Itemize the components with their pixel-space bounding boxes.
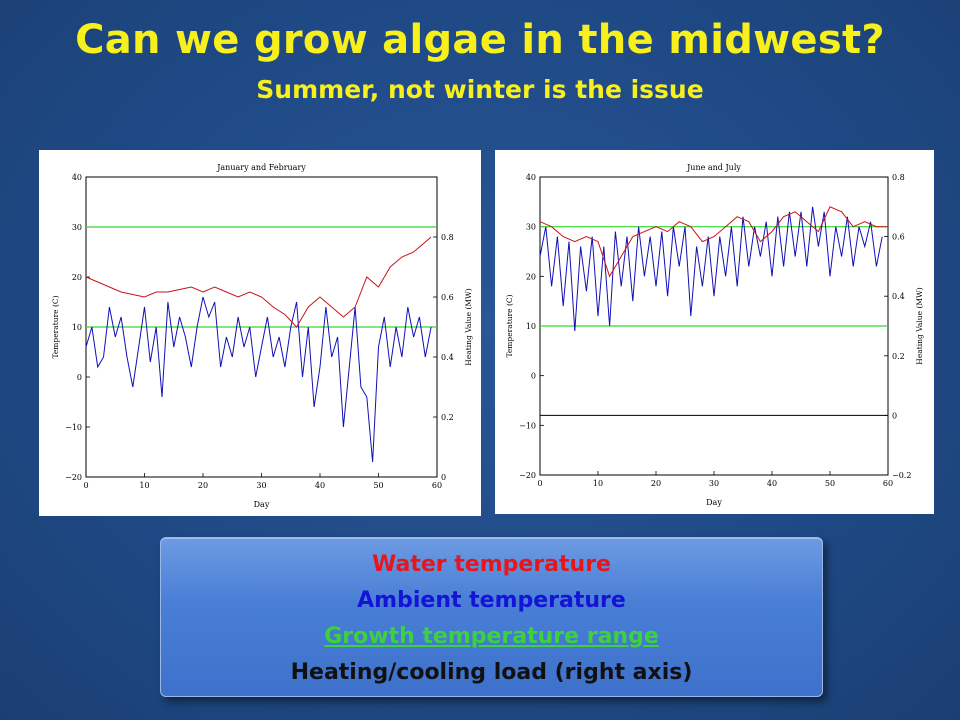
chart-right-title: June and July bbox=[686, 163, 741, 172]
chart-left-y2-tick-label: 0 bbox=[441, 473, 446, 482]
chart-right-y-tick-label: 10 bbox=[526, 322, 536, 331]
chart-right-y-tick-label: 40 bbox=[526, 173, 536, 182]
chart-right-x-tick-label: 10 bbox=[593, 479, 603, 488]
chart-right-y2-tick-label: −0.2 bbox=[892, 471, 911, 480]
chart-right-y2-tick-label: 0 bbox=[892, 411, 897, 420]
chart-left-y-tick-label: 30 bbox=[72, 223, 82, 232]
chart-right-y2-tick-label: 0.6 bbox=[892, 233, 905, 242]
chart-right-y-tick-label: −20 bbox=[519, 471, 536, 480]
legend-water-temperature: Water temperature bbox=[372, 552, 611, 577]
chart-right-x-tick-label: 50 bbox=[825, 479, 835, 488]
chart-left-x-tick-label: 50 bbox=[373, 481, 383, 490]
chart-right-x-axis-label: Day bbox=[706, 498, 722, 507]
legend-heating-load: Heating/cooling load (right axis) bbox=[290, 660, 693, 685]
chart-left-x-axis-label: Day bbox=[254, 500, 270, 509]
chart-right-x-tick-label: 0 bbox=[537, 479, 542, 488]
chart-left-y-tick-label: 20 bbox=[72, 273, 82, 282]
chart-right-y-tick-label: 20 bbox=[526, 272, 536, 281]
legend-box: Water temperature Ambient temperature Gr… bbox=[160, 537, 823, 697]
chart-right-y-tick-label: 30 bbox=[526, 223, 536, 232]
chart-right-y-axis-label: Temperature (C) bbox=[505, 294, 514, 357]
chart-january-february-svg: January and February 0 10 20 30 40 50 60 40 30 20 1… bbox=[51, 163, 473, 509]
chart-left-y2-tick-label: 0.4 bbox=[441, 353, 454, 362]
chart-left-y2-tick-label: 0.6 bbox=[441, 293, 454, 302]
chart-june-july: June and July 0 10 20 30 40 50 60 40 30 20 10 0 −10 −2… bbox=[495, 150, 934, 514]
chart-january-february: January and February 0 10 20 30 40 50 60 40 30 20 1… bbox=[39, 150, 481, 516]
chart-left-title: January and February bbox=[216, 163, 306, 172]
chart-left-y2-tick-label: 0.2 bbox=[441, 413, 454, 422]
legend-growth-range: Growth temperature range bbox=[324, 624, 659, 649]
chart-june-july-svg: June and July 0 10 20 30 40 50 60 40 30 20 10 0 −10 −2… bbox=[505, 163, 924, 507]
chart-left-y-tick-label: 10 bbox=[72, 323, 82, 332]
chart-left-water-temperature-line bbox=[85, 236, 432, 328]
chart-right-y2-tick-label: 0.4 bbox=[892, 292, 905, 301]
chart-left-x-tick-label: 0 bbox=[83, 481, 88, 490]
legend-ambient-temperature: Ambient temperature bbox=[357, 588, 626, 613]
chart-right-x-tick-label: 40 bbox=[767, 479, 777, 488]
chart-right-water-temperature-line bbox=[539, 206, 888, 278]
chart-right-y2-axis-label: Heating Value (MW) bbox=[915, 287, 924, 364]
chart-left-y-tick-label: 0 bbox=[77, 373, 82, 382]
chart-left-y-tick-label: −20 bbox=[65, 473, 82, 482]
chart-left-y2-axis-label: Heating Value (MW) bbox=[464, 288, 473, 365]
chart-left-y-axis-label: Temperature (C) bbox=[51, 295, 60, 358]
chart-right-y2-tick-label: 0.8 bbox=[892, 173, 905, 182]
chart-left-ambient-temperature-line bbox=[85, 296, 432, 463]
chart-left-y-tick-label: 40 bbox=[72, 173, 82, 182]
chart-right-x-tick-label: 60 bbox=[883, 479, 893, 488]
chart-right-ambient-temperature-line bbox=[539, 206, 883, 332]
slide-subtitle: Summer, not winter is the issue bbox=[256, 75, 704, 104]
chart-right-x-tick-label: 20 bbox=[651, 479, 661, 488]
chart-left-x-tick-label: 30 bbox=[256, 481, 266, 490]
chart-left-y2-tick-label: 0.8 bbox=[441, 233, 454, 242]
chart-right-y-tick-label: −10 bbox=[519, 421, 536, 430]
chart-right-x-tick-label: 30 bbox=[709, 479, 719, 488]
chart-left-y-tick-label: −10 bbox=[65, 423, 82, 432]
chart-right-y2-tick-label: 0.2 bbox=[892, 352, 905, 361]
slide-title: Can we grow algae in the midwest? bbox=[75, 17, 885, 63]
chart-left-x-tick-label: 60 bbox=[432, 481, 442, 490]
chart-right-y-tick-label: 0 bbox=[531, 372, 536, 381]
chart-left-x-tick-label: 40 bbox=[315, 481, 325, 490]
chart-left-x-tick-label: 10 bbox=[139, 481, 149, 490]
chart-left-x-tick-label: 20 bbox=[198, 481, 208, 490]
